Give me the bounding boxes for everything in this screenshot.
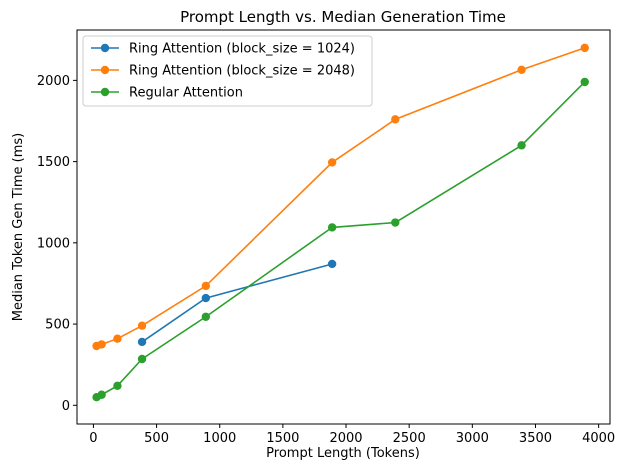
legend-marker bbox=[100, 65, 110, 75]
y-axis-label: Median Token Gen Time (ms) bbox=[11, 133, 26, 322]
legend-label: Regular Attention bbox=[129, 86, 243, 101]
x-tick-label: 1500 bbox=[266, 431, 299, 446]
data-point bbox=[517, 65, 526, 75]
plot-frame bbox=[76, 29, 611, 425]
x-tick-label: 3000 bbox=[456, 431, 489, 446]
data-point bbox=[137, 354, 147, 364]
data-point bbox=[97, 340, 106, 349]
data-point bbox=[391, 218, 400, 227]
y-tick-label: 0 bbox=[62, 399, 70, 414]
y-tick-label: 500 bbox=[45, 318, 70, 333]
data-point bbox=[327, 158, 337, 167]
data-point bbox=[113, 334, 122, 343]
plot-area bbox=[92, 43, 589, 402]
y-axis: 0 500 1000 1500 2000 bbox=[37, 74, 77, 414]
data-point bbox=[391, 115, 400, 124]
legend-marker bbox=[100, 87, 110, 97]
x-tick-label: 2000 bbox=[329, 431, 362, 446]
data-point bbox=[517, 141, 526, 150]
data-point bbox=[201, 293, 211, 303]
data-point bbox=[137, 337, 147, 347]
data-point bbox=[113, 381, 122, 391]
x-tick-label: 2500 bbox=[393, 431, 426, 446]
x-tick-label: 500 bbox=[144, 431, 169, 446]
x-tick-label: 4000 bbox=[582, 431, 615, 446]
series-line-2 bbox=[96, 81, 586, 398]
data-point bbox=[327, 259, 337, 269]
data-point bbox=[97, 390, 106, 399]
x-tick-label: 1000 bbox=[203, 431, 236, 446]
series-line-0 bbox=[141, 263, 333, 343]
y-tick-label: 1000 bbox=[37, 236, 70, 251]
legend-label: Ring Attention (block_size = 1024) bbox=[129, 42, 355, 57]
data-point bbox=[201, 281, 211, 291]
chart-title: Prompt Length vs. Median Generation Time bbox=[180, 8, 506, 26]
legend: Ring Attention (block_size = 1024) Ring A… bbox=[82, 35, 373, 107]
x-axis-label: Prompt Length (Tokens) bbox=[266, 446, 420, 461]
legend-box bbox=[82, 35, 373, 107]
data-point bbox=[201, 312, 211, 321]
data-point bbox=[580, 43, 589, 53]
data-point bbox=[327, 223, 337, 232]
legend-marker bbox=[100, 43, 110, 53]
data-point bbox=[580, 77, 589, 87]
data-point bbox=[137, 321, 147, 330]
x-tick-label: 0 bbox=[89, 431, 97, 446]
x-axis: 0 500 1000 1500 2000 2500 3000 3500 4000 bbox=[89, 424, 615, 446]
legend-label: Ring Attention (block_size = 2048) bbox=[129, 64, 355, 79]
y-tick-label: 2000 bbox=[37, 74, 70, 89]
y-tick-label: 1500 bbox=[37, 155, 70, 170]
x-tick-label: 3500 bbox=[519, 431, 552, 446]
